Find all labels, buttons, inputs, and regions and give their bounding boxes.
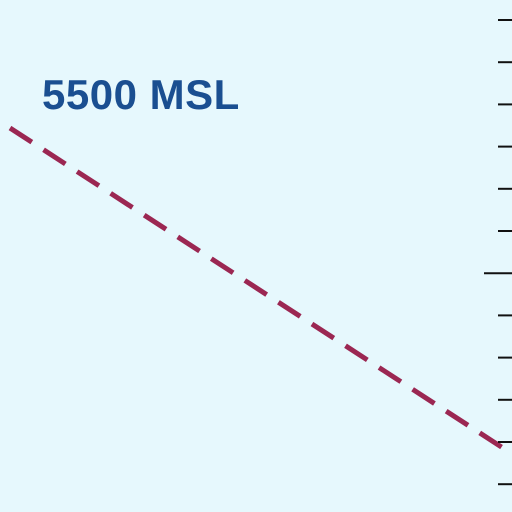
route-line	[8, 125, 505, 451]
scale-ticks	[484, 19, 512, 486]
altitude-label: 5500 MSL	[42, 71, 240, 118]
